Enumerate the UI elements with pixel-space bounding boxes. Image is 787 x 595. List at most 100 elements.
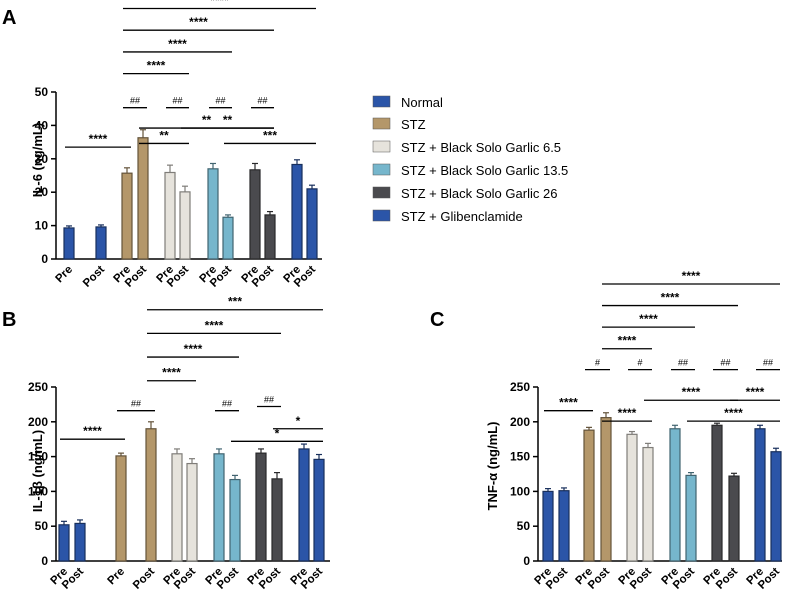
y-axis-title-a: IL-6 (ng/mL) bbox=[30, 123, 45, 197]
bar bbox=[770, 451, 782, 562]
significance-label: ## bbox=[720, 358, 730, 368]
x-tick-label: Post bbox=[131, 566, 157, 592]
bar bbox=[186, 462, 198, 562]
significance-label: # bbox=[595, 358, 600, 368]
significance-label: ## bbox=[131, 399, 141, 409]
panel-letter-c: C bbox=[430, 309, 444, 331]
y-axis-title-c: TNF-α (ng/mL) bbox=[485, 422, 500, 511]
bar bbox=[179, 191, 191, 260]
bar bbox=[271, 478, 283, 562]
significance-label: ** bbox=[223, 113, 233, 127]
significance-label: ** bbox=[202, 113, 212, 127]
significance-label: ** bbox=[159, 128, 169, 142]
legend-swatch-garlic-13-5 bbox=[372, 163, 391, 176]
bar bbox=[711, 424, 723, 562]
significance-label: **** bbox=[559, 396, 578, 410]
bar bbox=[298, 448, 310, 562]
y-tick-label: 0 bbox=[41, 252, 48, 266]
significance-label: **** bbox=[184, 342, 203, 356]
significance-label: **** bbox=[83, 424, 102, 438]
x-tick-label: Pre bbox=[106, 566, 128, 588]
bar bbox=[74, 522, 86, 562]
significance-label: **** bbox=[724, 406, 743, 420]
bar bbox=[229, 478, 241, 562]
significance-label: **** bbox=[661, 291, 680, 305]
significance-label: **** bbox=[618, 334, 637, 348]
legend-swatch-garlic-26 bbox=[372, 186, 391, 199]
y-tick-label: 150 bbox=[510, 450, 530, 464]
bar bbox=[145, 428, 157, 562]
bar bbox=[164, 171, 176, 260]
significance-label: ## bbox=[678, 358, 688, 368]
significance-label: * bbox=[296, 414, 301, 428]
legend-swatch-stz bbox=[372, 117, 391, 130]
bar bbox=[685, 474, 697, 562]
bar bbox=[249, 169, 261, 260]
bar bbox=[583, 429, 595, 562]
y-tick-label: 200 bbox=[28, 415, 48, 429]
significance-label: ## bbox=[257, 96, 267, 106]
bar bbox=[222, 216, 234, 260]
bar bbox=[728, 475, 740, 562]
legend-label-garlic-26: STZ + Black Solo Garlic 26 bbox=[401, 186, 557, 201]
bar bbox=[137, 137, 149, 260]
bar bbox=[264, 214, 276, 260]
panel-letter-a: A bbox=[2, 7, 16, 29]
x-tick-label: Post bbox=[81, 264, 107, 290]
y-tick-label: 50 bbox=[35, 85, 49, 99]
significance-label: *** bbox=[228, 295, 242, 309]
significance-label: **** bbox=[746, 385, 765, 399]
significance-label: **** bbox=[639, 312, 658, 326]
significance-label: **** bbox=[205, 318, 224, 332]
bar bbox=[313, 458, 325, 562]
significance-label: ## bbox=[222, 399, 232, 409]
y-tick-label: 0 bbox=[523, 554, 530, 568]
panel-letter-b: B bbox=[2, 309, 16, 331]
significance-label: # bbox=[637, 358, 642, 368]
bar bbox=[58, 524, 70, 562]
significance-label: **** bbox=[682, 269, 701, 283]
y-tick-label: 30 bbox=[35, 152, 49, 166]
significance-label: ## bbox=[130, 96, 140, 106]
bar bbox=[171, 453, 183, 562]
x-tick-label: Pre bbox=[54, 264, 76, 286]
legend-label-normal: Normal bbox=[401, 95, 443, 110]
y-tick-label: 150 bbox=[28, 450, 48, 464]
y-tick-label: 50 bbox=[35, 519, 49, 533]
y-tick-label: 40 bbox=[35, 118, 49, 132]
legend-label-glibenclamide: STZ + Glibenclamide bbox=[401, 209, 523, 224]
significance-label: *** bbox=[263, 128, 277, 142]
bar bbox=[115, 455, 127, 562]
bar bbox=[306, 188, 318, 260]
significance-label: **** bbox=[162, 366, 181, 380]
bar bbox=[754, 428, 766, 562]
significance-label: ## bbox=[763, 358, 773, 368]
y-tick-label: 100 bbox=[28, 484, 48, 498]
significance-label: **** bbox=[89, 132, 108, 146]
bar bbox=[207, 168, 219, 260]
y-tick-label: 0 bbox=[41, 554, 48, 568]
legend-swatch-normal bbox=[372, 95, 391, 108]
y-tick-label: 20 bbox=[35, 185, 49, 199]
bar bbox=[213, 453, 225, 562]
y-tick-label: 200 bbox=[510, 415, 530, 429]
bar bbox=[600, 417, 612, 562]
bar bbox=[542, 490, 554, 562]
legend-swatch-glibenclamide bbox=[372, 209, 391, 222]
y-tick-label: 250 bbox=[510, 380, 530, 394]
bar bbox=[642, 446, 654, 562]
bar bbox=[63, 227, 75, 260]
bar bbox=[255, 452, 267, 562]
legend: Normal STZ STZ + Black Solo Garlic 6.5 S… bbox=[372, 95, 568, 224]
significance-label: * bbox=[275, 426, 280, 440]
bar bbox=[121, 172, 133, 260]
legend-label-garlic-6-5: STZ + Black Solo Garlic 6.5 bbox=[401, 140, 561, 155]
significance-label: **** bbox=[210, 0, 229, 8]
y-tick-label: 100 bbox=[510, 484, 530, 498]
y-tick-label: 250 bbox=[28, 380, 48, 394]
significance-label: **** bbox=[147, 59, 166, 73]
